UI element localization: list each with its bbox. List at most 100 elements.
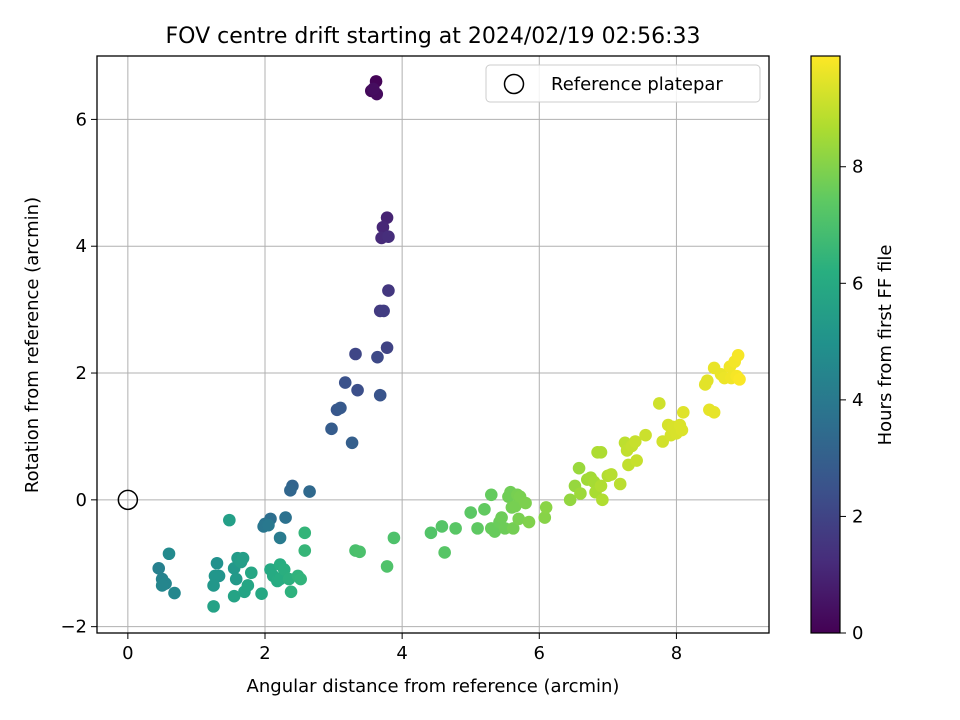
- reference-platepar-circle: [117, 489, 139, 511]
- data-point: [349, 347, 362, 361]
- data-point: [438, 546, 451, 559]
- y-axis-ticks: −2 0 2 4 6: [60, 109, 97, 638]
- data-point: [464, 506, 478, 519]
- data-point: [380, 341, 394, 354]
- data-point: [512, 512, 526, 526]
- data-point: [273, 572, 287, 586]
- data-point: [223, 513, 236, 527]
- data-point: [373, 388, 387, 402]
- y-tick-label: 2: [76, 363, 87, 384]
- data-point: [279, 511, 292, 524]
- legend-entry-reference: Reference platepar: [551, 74, 723, 95]
- data-point: [351, 383, 364, 397]
- data-point: [210, 556, 224, 570]
- data-point: [298, 526, 312, 540]
- data-point: [652, 397, 666, 410]
- data-point: [639, 428, 652, 442]
- data-point: [519, 496, 532, 510]
- y-axis-label: Rotation from reference (arcmin): [22, 197, 43, 493]
- y-tick-label: 0: [76, 490, 87, 511]
- plot-frame: [96, 55, 770, 634]
- data-point: [572, 461, 586, 475]
- data-point: [707, 406, 721, 419]
- data-point: [506, 522, 520, 535]
- data-point: [675, 423, 689, 437]
- data-point: [244, 566, 258, 580]
- data-point: [435, 520, 449, 533]
- data-point: [227, 589, 241, 603]
- data-point: [334, 401, 347, 415]
- data-point: [371, 350, 384, 364]
- data-point: [208, 569, 222, 583]
- colorbar-tick-label: 2: [852, 506, 863, 527]
- data-point: [594, 479, 608, 493]
- chart-title: FOV centre drift starting at 2024/02/19 …: [166, 24, 701, 49]
- data-point: [229, 572, 243, 586]
- data-point: [387, 531, 401, 545]
- data-point: [294, 572, 307, 586]
- y-tick-label: 4: [76, 236, 87, 257]
- data-point: [338, 376, 352, 389]
- y-tick-label: 6: [76, 109, 87, 130]
- data-point: [424, 526, 438, 540]
- colorbar-tick-label: 0: [852, 623, 863, 644]
- data-point: [380, 560, 394, 573]
- data-point: [298, 544, 312, 557]
- data-point: [168, 586, 181, 600]
- data-point: [478, 503, 491, 516]
- data-point: [522, 515, 536, 529]
- data-point: [733, 373, 746, 386]
- data-point: [484, 488, 498, 502]
- data-point: [382, 284, 395, 297]
- x-tick-label: 4: [396, 643, 407, 664]
- data-point: [539, 501, 553, 514]
- data-point: [273, 531, 287, 545]
- data-point: [376, 220, 390, 234]
- reference-marker: [117, 489, 139, 511]
- x-tick-label: 0: [122, 643, 133, 664]
- colorbar-tick-label: 8: [852, 157, 863, 178]
- data-point: [353, 545, 366, 559]
- colorbar-tick-label: 4: [852, 390, 863, 411]
- data-point: [628, 435, 642, 448]
- data-point: [207, 600, 220, 613]
- data-point: [495, 511, 508, 524]
- x-axis-label: Angular distance from reference (arcmin): [247, 676, 620, 697]
- colorbar-tick-label: 6: [852, 273, 863, 294]
- grid-lines: [97, 56, 769, 633]
- legend-box: [485, 64, 761, 103]
- data-point: [488, 525, 502, 538]
- data-point: [731, 348, 745, 362]
- data-point: [262, 518, 275, 532]
- data-point: [345, 436, 359, 450]
- data-point: [236, 551, 250, 565]
- data-point: [380, 211, 394, 224]
- x-axis-ticks: 0 2 4 6 8: [122, 633, 682, 664]
- data-point: [152, 562, 166, 575]
- data-point: [538, 511, 552, 524]
- data-point: [700, 374, 714, 387]
- legend-marker-circle-icon: [503, 73, 525, 95]
- legend: Reference platepar: [485, 64, 761, 103]
- x-tick-label: 6: [534, 643, 545, 664]
- x-tick-label: 8: [671, 643, 682, 664]
- colorbar: [810, 55, 841, 634]
- colorbar-label: Hours from first FF file: [875, 245, 896, 446]
- data-point: [367, 82, 380, 96]
- data-point: [284, 484, 297, 497]
- data-point: [449, 522, 462, 535]
- data-point: [277, 563, 291, 576]
- data-point: [382, 230, 395, 244]
- data-point: [676, 406, 690, 419]
- data-point: [377, 304, 390, 318]
- data-point: [325, 422, 338, 436]
- data-point: [303, 485, 316, 498]
- data-point: [255, 587, 268, 600]
- data-point: [630, 454, 643, 467]
- colorbar-ticks: 0 2 4 6 8: [840, 157, 863, 644]
- data-point: [162, 547, 176, 561]
- data-point: [508, 499, 522, 513]
- y-tick-label: −2: [60, 617, 87, 638]
- data-point: [155, 579, 169, 592]
